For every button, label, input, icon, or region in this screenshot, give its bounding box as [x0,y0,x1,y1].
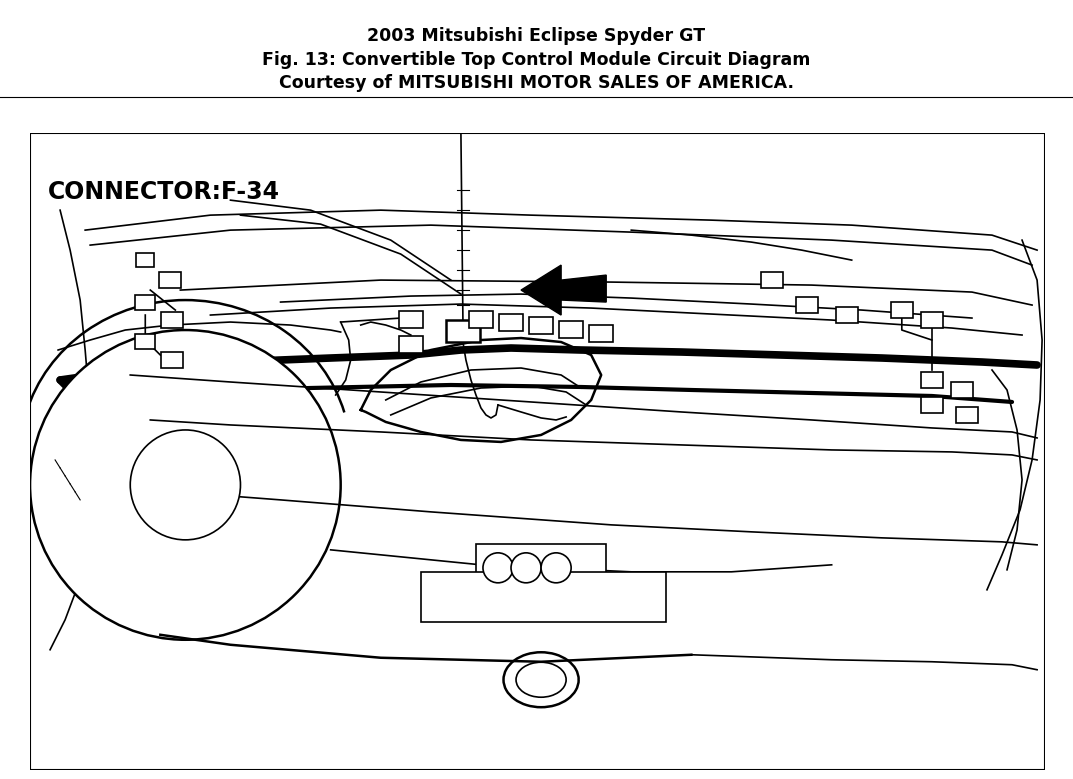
Bar [159,272,181,288]
Text: 2003 Mitsubishi Eclipse Spyder GT: 2003 Mitsubishi Eclipse Spyder GT [367,27,706,45]
Bar [135,295,156,310]
Bar [921,312,943,328]
Circle shape [130,430,240,540]
Circle shape [511,553,541,583]
Text: Fig. 13: Convertible Top Control Module Circuit Diagram: Fig. 13: Convertible Top Control Module … [262,51,811,69]
Bar [499,314,523,331]
Bar [891,302,913,318]
Circle shape [30,330,340,640]
Bar [836,307,857,323]
Bar [761,272,782,288]
Bar [529,317,553,334]
Bar [921,372,943,388]
Polygon shape [521,265,606,315]
Bar [446,320,480,342]
Bar [136,253,155,267]
Bar [399,336,423,353]
Bar [476,544,606,592]
Text: Courtesy of MITSUBISHI MOTOR SALES OF AMERICA.: Courtesy of MITSUBISHI MOTOR SALES OF AM… [279,74,794,92]
Bar [795,297,818,313]
Bar [559,321,583,338]
Bar [161,352,183,368]
Bar [135,334,156,349]
Bar [589,325,614,342]
Bar [951,382,973,398]
Bar [956,407,978,423]
Bar [399,311,423,328]
Bar [469,311,493,328]
Circle shape [483,553,513,583]
Bar [161,312,183,328]
Circle shape [541,553,571,583]
Bar [921,397,943,413]
Text: CONNECTOR:F-34: CONNECTOR:F-34 [48,180,280,204]
Bar [421,572,666,622]
